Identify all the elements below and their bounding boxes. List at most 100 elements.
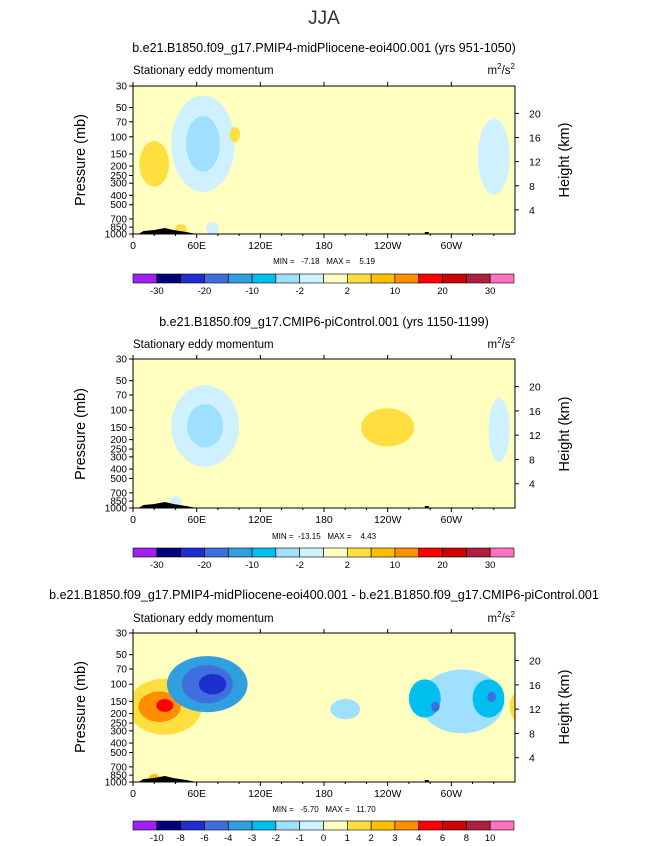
y-tick-label: 300 <box>110 726 127 737</box>
contour-field <box>133 359 515 508</box>
colorbar-box <box>489 820 515 831</box>
y-tick-label: 300 <box>110 179 127 190</box>
colorbar-box <box>489 273 515 284</box>
y-tick-label: 850 <box>110 223 127 234</box>
height-tick-label: 12 <box>529 704 541 716</box>
colorbar-label: 2 <box>345 560 350 571</box>
contour-region <box>408 679 441 718</box>
contour-region <box>156 699 174 712</box>
colorbar-box <box>394 820 420 831</box>
colorbar-box <box>370 547 396 558</box>
colorbar-box <box>323 820 348 831</box>
colorbar-label: 4 <box>416 833 421 844</box>
contour-region <box>431 701 440 712</box>
colorbar-label: -2 <box>295 560 303 571</box>
colorbar-label: -20 <box>198 560 212 571</box>
colorbar-box <box>299 820 324 831</box>
y-tick-label: 50 <box>116 376 128 387</box>
panel-2-subtitle: Stationary eddy momentum <box>133 339 274 351</box>
colorbar-label: -4 <box>224 833 232 844</box>
y-tick-label: 500 <box>110 200 127 211</box>
contour-region <box>509 692 515 722</box>
colorbar-label: 10 <box>390 560 401 571</box>
topography <box>138 776 197 782</box>
contour-region <box>133 406 176 507</box>
colorbar-box <box>132 820 158 831</box>
y-tick-label: 400 <box>110 191 127 202</box>
colorbar-box <box>323 547 348 558</box>
height-tick-label: 20 <box>529 656 541 668</box>
colorbar-box <box>466 820 491 831</box>
colorbar-box <box>227 273 253 284</box>
contour-region <box>414 86 489 173</box>
height-tick-label: 8 <box>529 454 535 466</box>
panel-2-colorbar: -30 -20 -10 -2 2 10 20 30 <box>132 547 515 571</box>
contour-region <box>477 118 510 195</box>
colorbar-box <box>299 547 324 558</box>
colorbar-label: 1 <box>345 833 350 844</box>
colorbar-box <box>132 547 158 558</box>
contour-region <box>387 110 431 213</box>
colorbar-label: 10 <box>485 833 496 844</box>
panel-3: b.e21.B1850.f09_g17.PMIP4-midPliocene-eo… <box>49 588 599 844</box>
panel-3-colorbar: -10 -8 -6 -4 -3 -2 -1 0 1 2 3 4 6 8 10 <box>132 820 515 844</box>
y-tick-label: 200 <box>110 709 127 720</box>
height-tick-label: 20 <box>529 382 541 394</box>
y-tick-label: 500 <box>110 748 127 759</box>
y-tick-label: 200 <box>110 162 127 173</box>
contour-region <box>139 141 170 187</box>
x-tick-label: 120W <box>374 788 402 800</box>
colorbar-label: -30 <box>150 286 164 297</box>
colorbar-box <box>299 273 324 284</box>
contour-region <box>324 107 388 234</box>
y-tick-label: 30 <box>116 82 128 93</box>
colorbar-box <box>204 547 229 558</box>
panel-3-stats: MIN = -5.70 MAX = 11.70 <box>272 805 376 814</box>
y-tick-label: 700 <box>110 762 127 773</box>
y-tick-label: 100 <box>110 132 127 143</box>
y-tick-label: 50 <box>116 103 128 114</box>
x-tick-label: 0 <box>130 788 136 800</box>
colorbar-box <box>323 273 348 284</box>
x-tick-label: 180 <box>315 788 333 800</box>
colorbar-box <box>275 820 300 831</box>
y-tick-label: 150 <box>110 697 127 708</box>
colorbar-label: 30 <box>485 560 496 571</box>
y-tick-label: 1000 <box>105 504 128 515</box>
panel-3-subtitle: Stationary eddy momentum <box>133 613 274 625</box>
panel-1-ylabel: Pressure (mb) <box>73 114 89 206</box>
colorbar-box <box>466 547 491 558</box>
colorbar-box <box>227 820 253 831</box>
y-tick-label: 850 <box>110 497 127 508</box>
y-tick-label: 150 <box>110 423 127 434</box>
colorbar-label: -30 <box>150 560 164 571</box>
y-tick-label: 250 <box>110 171 127 182</box>
colorbar-box <box>275 273 300 284</box>
contour-region <box>223 359 319 453</box>
colorbar-label: 20 <box>437 286 448 297</box>
colorbar-box <box>370 820 396 831</box>
colorbar-box <box>418 547 443 558</box>
colorbar-box <box>347 273 372 284</box>
panel-2-title: b.e21.B1850.f09_g17.CMIP6-piControl.001 … <box>159 315 489 329</box>
panel-1-stats: MIN = -7.18 MAX = 5.19 <box>273 257 375 266</box>
panel-1-units: m2/s2 <box>488 62 516 77</box>
colorbar-label: -10 <box>245 560 259 571</box>
colorbar-label: -8 <box>176 833 184 844</box>
x-tick-label: 120E <box>248 514 273 526</box>
contour-field <box>133 86 515 234</box>
contour-region <box>186 115 221 172</box>
contour-region <box>488 398 510 462</box>
colorbar-box <box>442 273 467 284</box>
height-tick-label: 8 <box>529 728 535 740</box>
y-tick-label: 1000 <box>105 778 128 789</box>
colorbar-box <box>347 820 372 831</box>
colorbar-box <box>418 820 443 831</box>
colorbar-label: 20 <box>437 560 448 571</box>
colorbar-label: 2 <box>368 833 373 844</box>
colorbar-box <box>156 273 181 284</box>
colorbar-box <box>442 547 467 558</box>
contour-region <box>487 691 496 703</box>
y-tick-label: 150 <box>110 149 127 160</box>
